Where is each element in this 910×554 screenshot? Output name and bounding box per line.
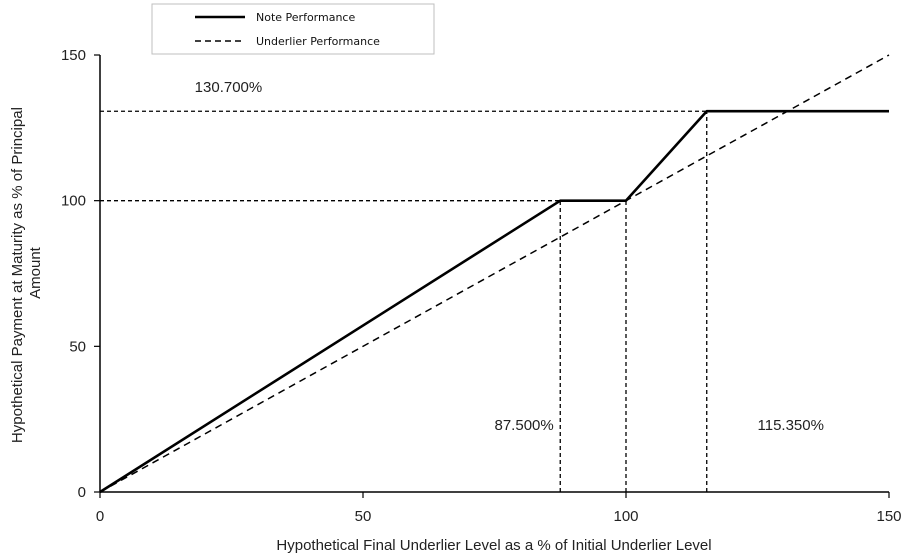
annotation-label-2: 115.350% bbox=[758, 417, 824, 434]
x-tick-label-0: 0 bbox=[96, 508, 104, 525]
reference-lines bbox=[100, 110, 708, 492]
y-tick-label-50: 50 bbox=[69, 338, 86, 355]
legend-box bbox=[151, 3, 435, 55]
y-axis-title-line-1: Hypothetical Payment at Maturity as % of… bbox=[9, 107, 26, 443]
y-tick-label-150: 150 bbox=[61, 47, 86, 64]
x-tick-label-100: 100 bbox=[613, 508, 638, 525]
legend-label-note: Note Performance bbox=[256, 11, 355, 24]
x-axis-title: Hypothetical Final Underlier Level as a … bbox=[276, 537, 711, 554]
series-line-underlier-performance bbox=[99, 54, 890, 493]
legend-label-underlier: Underlier Performance bbox=[256, 35, 380, 48]
y-tick-label-100: 100 bbox=[61, 193, 86, 210]
y-axis-title: Hypothetical Payment at Maturity as % of… bbox=[9, 103, 44, 443]
annotation-label-0: 130.700% bbox=[195, 79, 263, 96]
legend: Note Performance Underlier Performance bbox=[151, 3, 435, 55]
x-tick-label-50: 50 bbox=[355, 508, 372, 525]
series-line-note-performance bbox=[99, 109, 889, 494]
y-axis-title-line-2: Amount bbox=[27, 246, 44, 299]
series-lines bbox=[99, 54, 890, 494]
axes: 0 50 100 150 0 50 100 150 bbox=[61, 47, 902, 525]
x-tick-label-150: 150 bbox=[876, 508, 901, 525]
y-tick-label-0: 0 bbox=[78, 484, 86, 501]
annotations: 130.700% 87.500% 115.350% bbox=[195, 79, 824, 434]
annotation-label-1: 87.500% bbox=[495, 417, 554, 434]
